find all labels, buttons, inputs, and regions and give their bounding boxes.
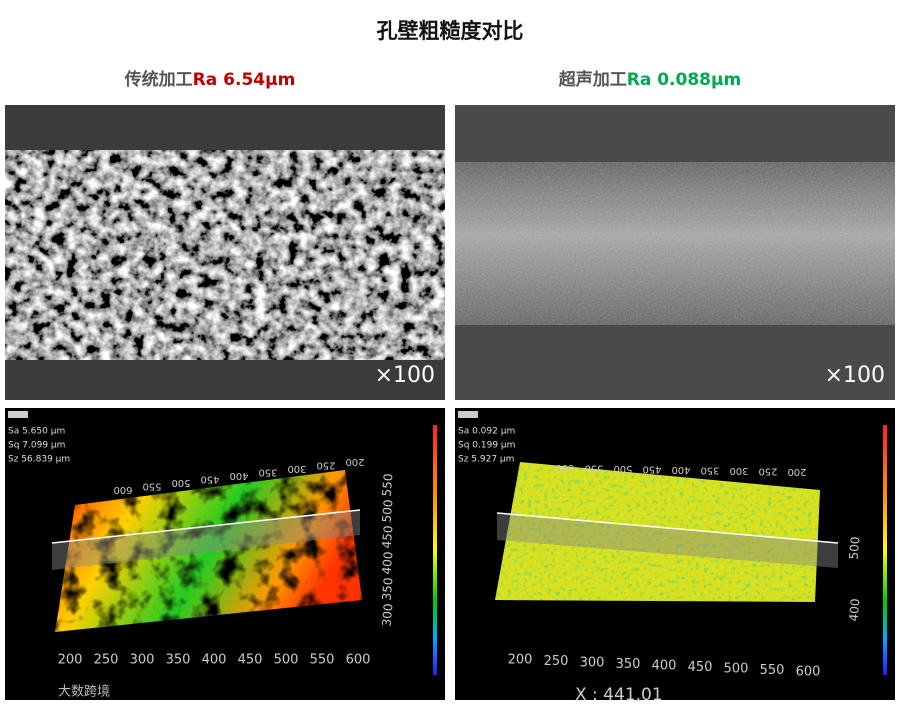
axis-label: 600	[346, 653, 371, 668]
axis-label: 300	[130, 653, 155, 668]
roughness: Ra 6.54μm	[193, 70, 296, 90]
axis-label: 500	[847, 536, 863, 560]
axis-label: 500	[613, 463, 632, 474]
axis-label: 500	[274, 653, 299, 668]
surface-spots	[495, 462, 820, 602]
section-plane	[52, 510, 360, 570]
axis-label: 250	[94, 653, 119, 668]
axis-label: 200	[508, 653, 533, 668]
axis-label: 550	[760, 663, 785, 678]
surface-voids	[55, 470, 362, 632]
stat: Sz 56.839 μm	[8, 455, 70, 465]
axis-label: 400	[380, 551, 396, 575]
color-bar	[433, 425, 437, 675]
method: 传统加工	[124, 69, 193, 90]
section-line	[51, 509, 361, 544]
axis-label: 250	[758, 466, 777, 477]
axis-label: 550	[310, 653, 335, 668]
axis-label: 300	[729, 465, 748, 476]
stat: Sq 0.199 μm	[458, 441, 515, 451]
axis-label: 500	[171, 477, 190, 488]
axis-label: 200	[58, 653, 83, 668]
axis-label: 400	[202, 653, 227, 668]
axis-label: 450	[380, 525, 396, 549]
axis-label: 300	[380, 603, 396, 627]
axis-label: 350	[380, 577, 396, 601]
panel-heading: 传统加工Ra 6.54μm	[124, 69, 296, 90]
panel-heading: 超声加工Ra 0.088μm	[559, 69, 741, 90]
axis-label: 350	[616, 657, 641, 672]
section-plane	[497, 513, 838, 568]
axis-label: 600	[555, 462, 574, 473]
stat: Sq 7.099 μm	[8, 441, 65, 451]
title: 孔壁粗糙度对比	[377, 19, 524, 43]
rough-wall	[5, 150, 445, 360]
stat: Sz 5.927 μm	[458, 455, 514, 465]
axis-label: 350	[700, 465, 719, 476]
axis-label: 550	[380, 473, 396, 497]
axis-label: 400	[229, 470, 248, 481]
stat: Sa 0.092 μm	[458, 427, 515, 437]
axis-label: 300	[287, 463, 306, 474]
axis-label: 500	[380, 499, 396, 523]
axis-label: 400	[671, 464, 690, 475]
axis-label: 450	[200, 474, 219, 485]
axis-label: 400	[652, 659, 677, 674]
magnification: ×100	[825, 363, 885, 388]
axis-label: 600	[113, 484, 132, 495]
section-line	[496, 512, 839, 544]
method: 超声加工	[559, 69, 627, 90]
axis-label: 350	[258, 467, 277, 478]
axis-label: 400	[847, 598, 863, 622]
wall-texture	[455, 162, 895, 325]
stat: Sa 5.650 μm	[8, 427, 65, 437]
axis-label: 250	[544, 654, 569, 669]
axis-label: 450	[642, 464, 661, 475]
coordinate: X : 441.01	[575, 685, 663, 705]
watermark: 大数跨境	[58, 685, 110, 700]
axis-label: 450	[238, 653, 263, 668]
axis-label: 350	[166, 653, 191, 668]
axis-label: 600	[796, 665, 821, 680]
color-bar	[883, 425, 887, 675]
axis-label: 300	[580, 656, 605, 671]
roughness: Ra 0.088μm	[627, 70, 741, 90]
axis-label: 550	[584, 463, 603, 474]
axis-label: 200	[345, 456, 364, 467]
axis-label: 450	[688, 660, 713, 675]
magnification: ×100	[375, 363, 435, 388]
axis-label: 500	[724, 662, 749, 677]
axis-label: 200	[787, 466, 806, 477]
logo	[458, 411, 478, 418]
axis-label: 250	[316, 460, 335, 471]
axis-label: 550	[142, 481, 161, 492]
logo	[8, 411, 28, 418]
